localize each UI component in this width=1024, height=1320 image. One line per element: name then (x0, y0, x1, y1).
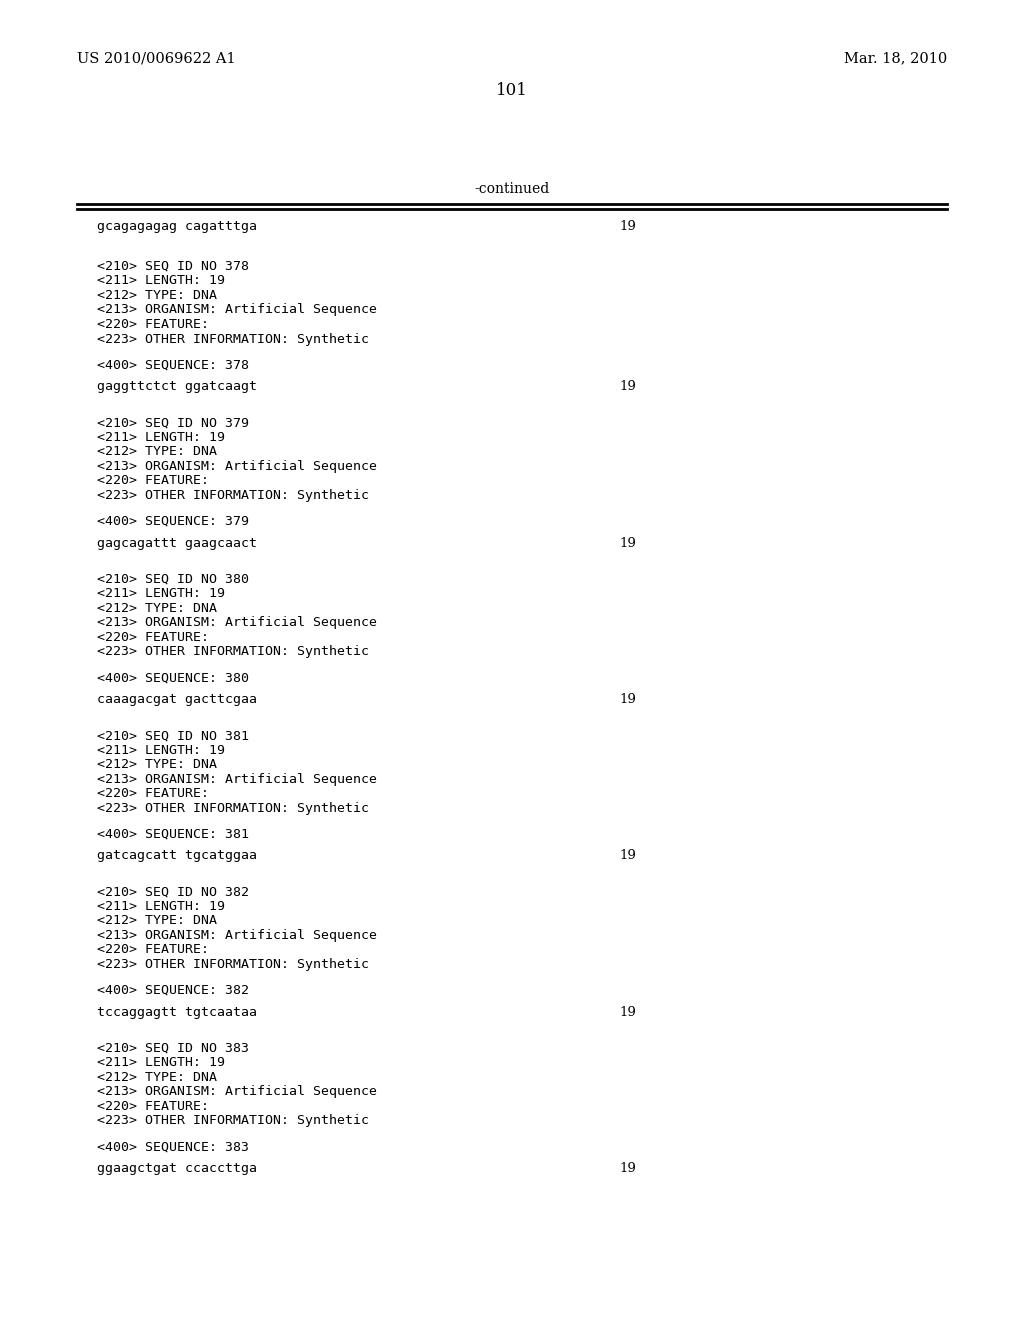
Text: <223> OTHER INFORMATION: Synthetic: <223> OTHER INFORMATION: Synthetic (97, 488, 370, 502)
Text: 19: 19 (620, 1162, 636, 1175)
Text: <212> TYPE: DNA: <212> TYPE: DNA (97, 915, 217, 928)
Text: <211> LENGTH: 19: <211> LENGTH: 19 (97, 743, 225, 756)
Text: -continued: -continued (474, 182, 550, 195)
Text: 19: 19 (620, 1006, 636, 1019)
Text: <220> FEATURE:: <220> FEATURE: (97, 474, 209, 487)
Text: <212> TYPE: DNA: <212> TYPE: DNA (97, 602, 217, 615)
Text: <210> SEQ ID NO 381: <210> SEQ ID NO 381 (97, 729, 249, 742)
Text: <212> TYPE: DNA: <212> TYPE: DNA (97, 289, 217, 302)
Text: <223> OTHER INFORMATION: Synthetic: <223> OTHER INFORMATION: Synthetic (97, 645, 370, 659)
Text: <212> TYPE: DNA: <212> TYPE: DNA (97, 758, 217, 771)
Text: <212> TYPE: DNA: <212> TYPE: DNA (97, 1071, 217, 1084)
Text: <220> FEATURE:: <220> FEATURE: (97, 944, 209, 957)
Text: <400> SEQUENCE: 383: <400> SEQUENCE: 383 (97, 1140, 249, 1154)
Text: <220> FEATURE:: <220> FEATURE: (97, 1100, 209, 1113)
Text: <210> SEQ ID NO 380: <210> SEQ ID NO 380 (97, 573, 249, 586)
Text: <210> SEQ ID NO 378: <210> SEQ ID NO 378 (97, 260, 249, 273)
Text: <211> LENGTH: 19: <211> LENGTH: 19 (97, 275, 225, 288)
Text: <400> SEQUENCE: 379: <400> SEQUENCE: 379 (97, 515, 249, 528)
Text: <220> FEATURE:: <220> FEATURE: (97, 787, 209, 800)
Text: <400> SEQUENCE: 381: <400> SEQUENCE: 381 (97, 828, 249, 841)
Text: gagcagattt gaagcaact: gagcagattt gaagcaact (97, 537, 257, 549)
Text: caaagacgat gacttcgaa: caaagacgat gacttcgaa (97, 693, 257, 706)
Text: <210> SEQ ID NO 382: <210> SEQ ID NO 382 (97, 886, 249, 899)
Text: <211> LENGTH: 19: <211> LENGTH: 19 (97, 900, 225, 913)
Text: 19: 19 (620, 380, 636, 393)
Text: <213> ORGANISM: Artificial Sequence: <213> ORGANISM: Artificial Sequence (97, 1085, 377, 1098)
Text: 19: 19 (620, 849, 636, 862)
Text: <213> ORGANISM: Artificial Sequence: <213> ORGANISM: Artificial Sequence (97, 304, 377, 317)
Text: US 2010/0069622 A1: US 2010/0069622 A1 (77, 51, 236, 65)
Text: <211> LENGTH: 19: <211> LENGTH: 19 (97, 430, 225, 444)
Text: Mar. 18, 2010: Mar. 18, 2010 (844, 51, 947, 65)
Text: <211> LENGTH: 19: <211> LENGTH: 19 (97, 1056, 225, 1069)
Text: <400> SEQUENCE: 378: <400> SEQUENCE: 378 (97, 359, 249, 372)
Text: <210> SEQ ID NO 379: <210> SEQ ID NO 379 (97, 416, 249, 429)
Text: <213> ORGANISM: Artificial Sequence: <213> ORGANISM: Artificial Sequence (97, 772, 377, 785)
Text: 19: 19 (620, 220, 636, 234)
Text: <213> ORGANISM: Artificial Sequence: <213> ORGANISM: Artificial Sequence (97, 929, 377, 942)
Text: 101: 101 (496, 82, 528, 99)
Text: ggaagctgat ccaccttga: ggaagctgat ccaccttga (97, 1162, 257, 1175)
Text: <210> SEQ ID NO 383: <210> SEQ ID NO 383 (97, 1041, 249, 1055)
Text: gcagagagag cagatttga: gcagagagag cagatttga (97, 220, 257, 234)
Text: <212> TYPE: DNA: <212> TYPE: DNA (97, 445, 217, 458)
Text: 19: 19 (620, 537, 636, 549)
Text: <220> FEATURE:: <220> FEATURE: (97, 318, 209, 331)
Text: <223> OTHER INFORMATION: Synthetic: <223> OTHER INFORMATION: Synthetic (97, 958, 370, 972)
Text: <213> ORGANISM: Artificial Sequence: <213> ORGANISM: Artificial Sequence (97, 459, 377, 473)
Text: <211> LENGTH: 19: <211> LENGTH: 19 (97, 587, 225, 601)
Text: 19: 19 (620, 693, 636, 706)
Text: tccaggagtt tgtcaataa: tccaggagtt tgtcaataa (97, 1006, 257, 1019)
Text: <400> SEQUENCE: 380: <400> SEQUENCE: 380 (97, 672, 249, 684)
Text: <223> OTHER INFORMATION: Synthetic: <223> OTHER INFORMATION: Synthetic (97, 801, 370, 814)
Text: <223> OTHER INFORMATION: Synthetic: <223> OTHER INFORMATION: Synthetic (97, 333, 370, 346)
Text: gatcagcatt tgcatggaa: gatcagcatt tgcatggaa (97, 849, 257, 862)
Text: <223> OTHER INFORMATION: Synthetic: <223> OTHER INFORMATION: Synthetic (97, 1114, 370, 1127)
Text: <400> SEQUENCE: 382: <400> SEQUENCE: 382 (97, 983, 249, 997)
Text: <220> FEATURE:: <220> FEATURE: (97, 631, 209, 644)
Text: gaggttctct ggatcaagt: gaggttctct ggatcaagt (97, 380, 257, 393)
Text: <213> ORGANISM: Artificial Sequence: <213> ORGANISM: Artificial Sequence (97, 616, 377, 630)
